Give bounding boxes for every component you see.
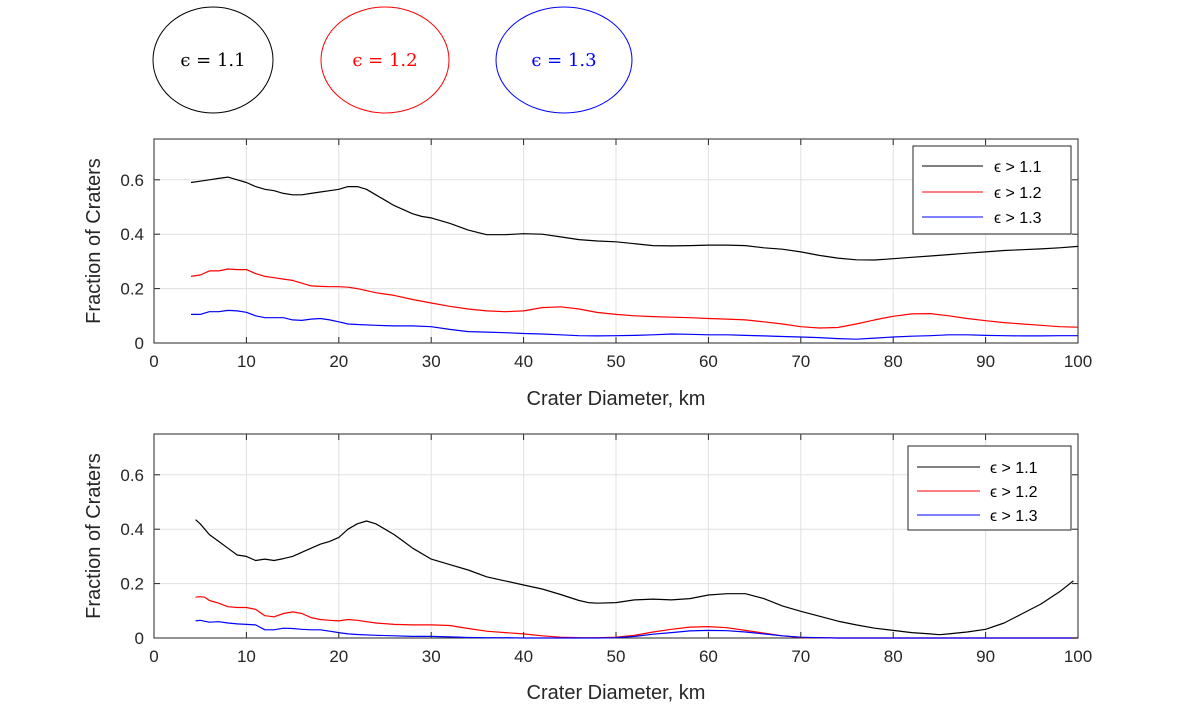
ellipse-1-3-label: ϵ = 1.3 xyxy=(531,50,596,71)
x-tick-label: 0 xyxy=(149,647,158,666)
ellipse-1-1-shape xyxy=(152,6,274,114)
x-tick-label: 0 xyxy=(149,352,158,371)
plot-top-legend-label-1: ϵ > 1.1 xyxy=(994,159,1042,176)
plot-bottom-legend-label-3: ϵ > 1.3 xyxy=(990,508,1038,525)
x-tick-label: 20 xyxy=(329,647,348,666)
series-line-3 xyxy=(195,619,1078,639)
x-tick-label: 90 xyxy=(976,352,995,371)
series-line-1 xyxy=(190,176,1079,261)
x-tick-label: 40 xyxy=(514,647,533,666)
plot-bottom-ylabel: Fraction of Craters xyxy=(83,453,105,619)
x-tick-label: 70 xyxy=(791,352,810,371)
x-tick-label: 40 xyxy=(514,352,533,371)
ellipse-1-2-shape xyxy=(320,6,450,114)
plot-top: 0 10 20 30 40 50 60 70 80 90 100 0 0.2 0.4 0.6 Fractio… xyxy=(83,138,1092,410)
ellipse-1-1-label: ϵ = 1.1 xyxy=(180,50,245,71)
y-tick-label: 0.4 xyxy=(120,225,144,244)
x-tick-label: 50 xyxy=(607,352,626,371)
x-tick-label: 100 xyxy=(1064,647,1092,666)
ellipse-1-3: ϵ = 1.3 xyxy=(495,6,633,114)
y-tick-label: 0 xyxy=(135,334,144,353)
plot-bottom-legend-box xyxy=(907,445,1072,531)
y-tick-label: 0.6 xyxy=(120,171,144,190)
x-tick-label: 80 xyxy=(884,352,903,371)
ellipse-1-2-label: ϵ = 1.2 xyxy=(352,50,417,71)
x-tick-label: 70 xyxy=(791,647,810,666)
series-line-2 xyxy=(190,268,1079,329)
plot-bottom-xlabel: Crater Diameter, km xyxy=(527,682,706,704)
series-line-3 xyxy=(191,309,1078,340)
y-tick-label: 0 xyxy=(135,629,144,648)
plot-top-legend: ϵ > 1.1 ϵ > 1.2 ϵ > 1.3 xyxy=(912,145,1072,235)
ellipse-illustrations: ϵ = 1.1 ϵ = 1.2 ϵ = 1.3 xyxy=(152,6,633,114)
ellipse-1-3-shape xyxy=(495,6,633,114)
plot-bottom-legend-label-1: ϵ > 1.1 xyxy=(990,460,1038,477)
x-tick-label: 60 xyxy=(699,352,718,371)
ellipse-1-2: ϵ = 1.2 xyxy=(320,6,450,114)
y-tick-label: 0.4 xyxy=(120,520,144,539)
x-tick-label: 60 xyxy=(699,647,718,666)
plot-bottom-legend: ϵ > 1.1 ϵ > 1.2 ϵ > 1.3 xyxy=(907,445,1072,531)
plot-top-legend-label-2: ϵ > 1.2 xyxy=(994,185,1042,202)
x-tick-label: 90 xyxy=(976,647,995,666)
plot-bottom-ticks: 0 10 20 30 40 50 60 70 80 90 100 0 0.2 0.4 0.6 xyxy=(120,434,1092,666)
plot-bottom-legend-label-2: ϵ > 1.2 xyxy=(990,484,1038,501)
y-tick-label: 0.2 xyxy=(120,280,144,299)
plot-top-legend-box xyxy=(912,145,1072,235)
x-tick-label: 30 xyxy=(422,647,441,666)
x-tick-label: 50 xyxy=(607,647,626,666)
plot-top-legend-label-3: ϵ > 1.3 xyxy=(994,210,1042,227)
ellipse-1-1: ϵ = 1.1 xyxy=(152,6,274,114)
x-tick-label: 80 xyxy=(884,647,903,666)
series-line-1 xyxy=(195,519,1074,636)
plot-top-ylabel: Fraction of Craters xyxy=(83,158,105,324)
series-line-2 xyxy=(195,596,1078,639)
x-tick-label: 10 xyxy=(237,352,256,371)
x-tick-label: 100 xyxy=(1064,352,1092,371)
y-tick-label: 0.6 xyxy=(120,466,144,485)
plot-bottom-series xyxy=(195,519,1078,639)
plot-top-series xyxy=(190,176,1079,340)
plot-top-xlabel: Crater Diameter, km xyxy=(527,388,706,410)
y-tick-label: 0.2 xyxy=(120,575,144,594)
plot-top-ticks: 0 10 20 30 40 50 60 70 80 90 100 0 0.2 0.4 0.6 xyxy=(120,139,1092,371)
x-tick-label: 30 xyxy=(422,352,441,371)
x-tick-label: 10 xyxy=(237,647,256,666)
plot-bottom: 0 10 20 30 40 50 60 70 80 90 100 0 0.2 0.4 0.6 Fractio… xyxy=(83,433,1092,704)
x-tick-label: 20 xyxy=(329,352,348,371)
